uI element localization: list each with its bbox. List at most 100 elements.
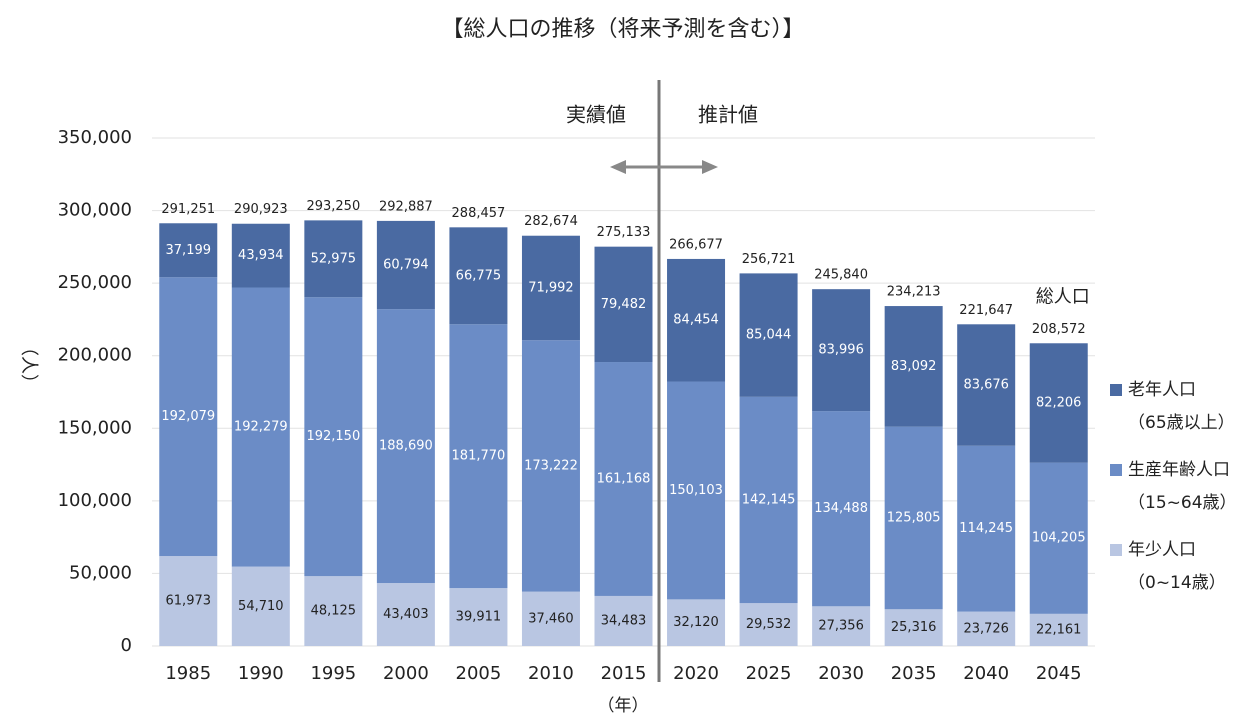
legend-swatch	[1110, 544, 1122, 556]
bar-segment	[1029, 462, 1088, 614]
total-label: 293,250	[306, 199, 360, 214]
bar-segment	[1029, 343, 1088, 463]
bar-segment	[884, 609, 943, 646]
total-label: 288,457	[452, 206, 506, 221]
x-tick-label: 2035	[891, 663, 937, 684]
data-label: 173,222	[524, 458, 578, 473]
bar-segment	[159, 556, 218, 646]
data-label: 71,992	[528, 280, 574, 295]
bar-segment	[667, 258, 726, 382]
data-label: 192,079	[161, 409, 215, 424]
data-label: 188,690	[379, 439, 433, 454]
bar-segment	[812, 411, 871, 607]
bar-segment	[449, 227, 508, 325]
total-label: 234,213	[887, 285, 941, 300]
data-label: 32,120	[673, 615, 719, 630]
data-label: 22,161	[1036, 622, 1082, 637]
bar-segment	[231, 287, 290, 567]
y-tick-label: 200,000	[58, 345, 132, 366]
data-label: 37,460	[528, 611, 574, 626]
bar-segment	[957, 324, 1016, 446]
x-tick-label: 2015	[601, 663, 647, 684]
y-tick-label: 250,000	[58, 272, 132, 293]
x-tick-label: 2000	[383, 663, 429, 684]
data-label: 161,168	[597, 471, 651, 486]
bar-segment	[304, 576, 363, 646]
x-tick-label: 2045	[1036, 663, 1082, 684]
bar-segment	[521, 340, 580, 592]
total-label: 245,840	[814, 268, 868, 283]
x-tick-label: 1995	[310, 663, 356, 684]
data-label: 83,996	[818, 343, 864, 358]
double-arrow	[610, 160, 718, 174]
bar-segment	[957, 611, 1016, 646]
total-label: 290,923	[234, 202, 288, 217]
data-label: 37,199	[166, 243, 212, 258]
total-label: 256,721	[742, 252, 796, 267]
data-label: 25,316	[891, 620, 937, 635]
bar-segment	[739, 273, 798, 397]
data-label: 61,973	[166, 594, 212, 609]
data-label: 84,454	[673, 313, 719, 328]
bar-segment	[521, 235, 580, 341]
data-label: 54,710	[238, 599, 284, 614]
bar-segment	[449, 588, 508, 646]
total-label: 282,674	[524, 214, 578, 229]
bar-segment	[376, 583, 435, 646]
annotation: 実績値	[566, 103, 626, 127]
chart-title: 【総人口の推移（将来予測を含む）】	[441, 17, 804, 42]
data-label: 27,356	[818, 619, 864, 634]
total-label: 291,251	[161, 202, 215, 217]
data-label: 23,726	[963, 621, 1009, 636]
data-label: 48,125	[311, 604, 357, 619]
total-label: 208,572	[1032, 322, 1086, 337]
legend-swatch	[1110, 384, 1122, 396]
annotation: 推計値	[698, 103, 758, 127]
bar-segment	[231, 566, 290, 646]
bar-segment	[521, 591, 580, 646]
y-tick-label: 350,000	[58, 127, 132, 148]
data-label: 66,775	[456, 268, 502, 283]
bar-segment	[594, 362, 653, 596]
data-label: 79,482	[601, 297, 647, 312]
y-tick-label: 150,000	[58, 417, 132, 438]
data-label: 114,245	[959, 521, 1013, 536]
y-tick-label: 300,000	[58, 200, 132, 221]
data-label: 29,532	[746, 617, 792, 632]
data-label: 85,044	[746, 328, 792, 343]
bar-segment	[957, 445, 1016, 612]
legend-label: 年少人口	[1128, 540, 1196, 560]
data-label: 43,934	[238, 248, 284, 263]
x-tick-label: 2020	[673, 663, 719, 684]
bar-segment	[812, 606, 871, 646]
legend-label: 老年人口	[1128, 380, 1196, 400]
y-axis-label: （人）	[18, 338, 39, 392]
bar-segment	[376, 309, 435, 584]
total-label: 266,677	[669, 237, 723, 252]
data-label: 104,205	[1032, 531, 1086, 546]
bar-segment	[449, 324, 508, 589]
x-tick-label: 2025	[746, 663, 792, 684]
bar-segment	[376, 220, 435, 310]
bar-segment	[304, 297, 363, 577]
bar-segment	[884, 426, 943, 610]
data-label: 125,805	[887, 510, 941, 525]
data-label: 134,488	[814, 501, 868, 516]
data-label: 82,206	[1036, 395, 1082, 410]
legend-label: （0~14歳）	[1128, 573, 1226, 593]
x-tick-label: 2005	[456, 663, 502, 684]
bar-segment	[594, 246, 653, 363]
bar-segment	[739, 396, 798, 604]
total-name: 総人口	[1036, 286, 1090, 307]
bar-segment	[231, 223, 290, 288]
bar-segment	[159, 223, 218, 278]
data-label: 34,483	[601, 613, 647, 628]
data-label: 60,794	[383, 258, 429, 273]
x-tick-label: 2040	[963, 663, 1009, 684]
total-label: 292,887	[379, 199, 433, 214]
y-tick-label: 50,000	[69, 562, 132, 583]
bar-segment	[739, 603, 798, 646]
data-label: 52,975	[311, 251, 357, 266]
bar-segment	[159, 277, 218, 557]
